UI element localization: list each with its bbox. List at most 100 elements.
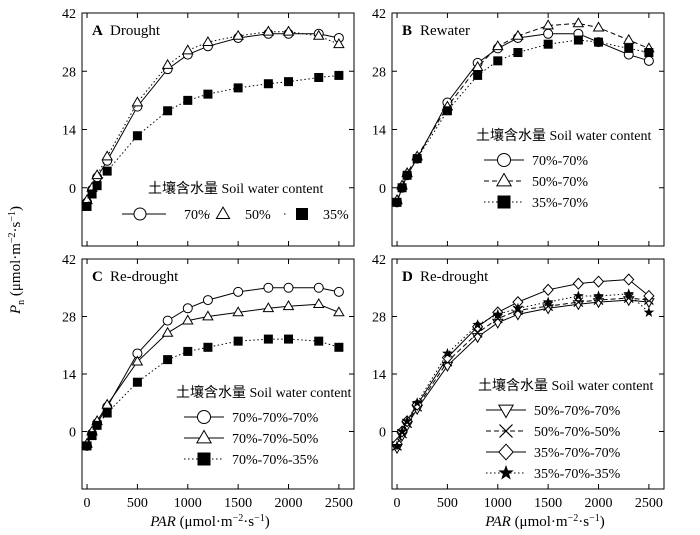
series-line-2 [396,39,649,203]
legend-marker [133,207,147,221]
series-group [391,273,655,455]
panel-b: 0 14 28 42 B Rewater 土壤含水量 Soil water content 7… [372,7,665,247]
legend-label: 70%-70%-35% [232,453,319,468]
data-point [163,106,173,116]
legend-title: 土壤含水量 Soil water content [176,384,351,401]
legend-label: 35%-70% [532,196,588,211]
data-point [202,310,214,321]
data-point [513,48,523,58]
legend-title: 土壤含水量 Soil water content [148,180,323,197]
data-point [441,351,454,364]
legend-marker [498,443,514,461]
legend-marker [497,153,511,167]
data-point [233,83,243,93]
data-point [181,314,194,325]
data-point [181,44,194,55]
data-point [572,17,585,28]
data-point [592,275,605,288]
data-point [263,79,273,89]
panel-title: Rewater [420,23,470,39]
data-point [312,29,325,40]
data-point [396,425,408,437]
y-tick-label: 28 [372,311,386,326]
data-point [101,398,114,409]
legend: 土壤含水量 Soil water content 50%-70%-70% 50%-7… [478,377,653,482]
y-tick-label: 42 [372,7,386,22]
data-point [473,70,483,80]
data-point [131,96,144,107]
data-point [131,355,144,366]
panel-title: Re-drought [420,269,489,285]
data-point [492,313,503,324]
y-tick-label: 28 [62,65,76,80]
data-point [233,336,243,346]
data-point [232,306,244,317]
legend: 土壤含水量 Soil water content 70%-70% 50%-70% 35… [476,127,651,211]
x-tick-label: 500 [437,496,458,511]
data-point [102,166,112,176]
y-axis-title: Pn (μmol·m−2·s−1) [7,206,27,315]
x-tick-label: 2000 [585,496,613,511]
data-point [82,441,92,451]
legend-marker [197,410,211,424]
data-point [183,95,193,105]
legend-label: 50%-70%-50% [534,425,621,440]
legend-marker [197,452,211,466]
data-point [333,286,344,297]
data-point [162,315,173,326]
panels: 0 14 28 42 A Drought 土壤含水量 Soil water content 7… [62,7,665,511]
data-point [471,60,484,71]
data-point [401,415,413,426]
data-point [442,347,453,359]
y-tick-label: 0 [379,426,386,441]
data-point [397,183,407,193]
data-point [87,431,97,441]
data-point [624,43,634,53]
data-point [232,29,244,40]
data-point [492,308,504,319]
x-tick-label: 0 [394,496,401,511]
data-point [411,397,423,408]
data-point [573,297,584,308]
y-tick-label: 42 [372,253,386,268]
series-line-3 [396,293,650,447]
x-tick-label: 1500 [224,496,252,511]
y-tick-label: 14 [372,368,386,383]
data-point [312,298,325,309]
data-point [161,58,174,69]
data-point [442,106,452,116]
y-tick-label: 0 [69,426,76,441]
series-line-1 [86,31,340,201]
data-point [573,290,584,301]
series-line-1 [396,297,649,447]
data-point [101,150,114,161]
data-point [102,408,112,418]
y-tick-label: 42 [62,7,76,22]
data-point [182,303,193,314]
series-line-1 [396,22,650,201]
legend-label: 50%-70% [532,175,588,190]
data-point [313,282,324,293]
data-point [283,282,294,293]
x-tick-label: 2500 [635,496,663,511]
data-point [644,48,654,58]
x-axis-title-left: PAR (μmol·m−2·s−1) [149,513,269,530]
x-tick-label: 2500 [325,496,353,511]
legend-label: 50% [245,208,271,223]
series-line-2 [396,278,650,444]
panel-d: 0 14 28 42 0 500 1000 1500 2000 2500 D Re-drought 土壤… [372,253,665,511]
data-point [334,342,344,352]
y-tick-label: 14 [62,368,76,383]
x-tick-label: 2000 [275,496,303,511]
legend-label: 70%-70% [532,154,588,169]
data-point [314,72,324,82]
data-point [593,290,604,301]
data-point [333,306,345,317]
series-line-0 [86,33,340,203]
legend-label: 35% [323,208,349,223]
data-point [623,288,635,299]
legend-marker [215,206,231,219]
legend-marker [497,195,511,209]
plot-frame [391,258,665,490]
data-point [491,40,504,51]
